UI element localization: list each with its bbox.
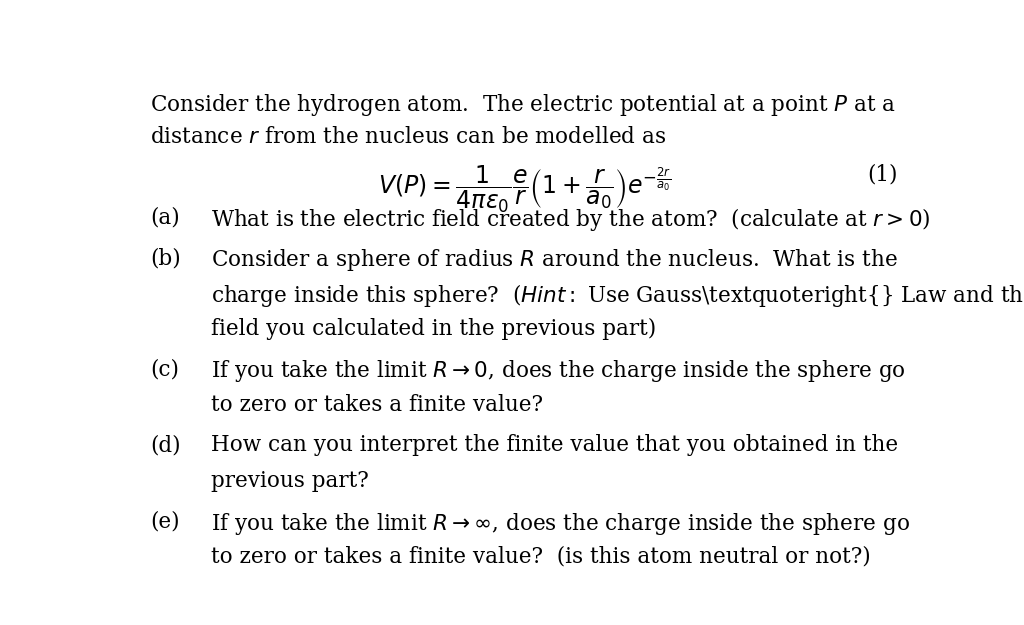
Text: (1): (1): [867, 163, 898, 185]
Text: to zero or takes a finite value?: to zero or takes a finite value?: [211, 394, 544, 416]
Text: If you take the limit $R \rightarrow \infty$, does the charge inside the sphere : If you take the limit $R \rightarrow \in…: [211, 511, 910, 536]
Text: $V(P) = \dfrac{1}{4\pi\epsilon_0}\dfrac{e}{r}\left(1 + \dfrac{r}{a_0}\right)e^{-: $V(P) = \dfrac{1}{4\pi\epsilon_0}\dfrac{…: [378, 163, 672, 214]
Text: Consider the hydrogen atom.  The electric potential at a point $P$ at a: Consider the hydrogen atom. The electric…: [151, 92, 896, 118]
Text: (c): (c): [151, 359, 179, 381]
Text: to zero or takes a finite value?  (is this atom neutral or not?): to zero or takes a finite value? (is thi…: [211, 546, 871, 568]
Text: field you calculated in the previous part): field you calculated in the previous par…: [211, 318, 656, 339]
Text: charge inside this sphere?  ($\mathit{Hint:}$ Use Gauss\textquoteright{} Law and: charge inside this sphere? ($\mathit{Hin…: [211, 282, 1024, 309]
Text: (a): (a): [151, 206, 180, 228]
Text: (b): (b): [151, 248, 181, 269]
Text: previous part?: previous part?: [211, 469, 369, 492]
Text: If you take the limit $R \rightarrow 0$, does the charge inside the sphere go: If you take the limit $R \rightarrow 0$,…: [211, 359, 906, 384]
Text: (e): (e): [151, 511, 180, 532]
Text: Consider a sphere of radius $R$ around the nucleus.  What is the: Consider a sphere of radius $R$ around t…: [211, 248, 898, 273]
Text: How can you interpret the finite value that you obtained in the: How can you interpret the finite value t…: [211, 434, 898, 456]
Text: (d): (d): [151, 434, 181, 456]
Text: distance $r$ from the nucleus can be modelled as: distance $r$ from the nucleus can be mod…: [151, 126, 667, 149]
Text: What is the electric field created by the atom?  (calculate at $r > 0$): What is the electric field created by th…: [211, 206, 931, 233]
